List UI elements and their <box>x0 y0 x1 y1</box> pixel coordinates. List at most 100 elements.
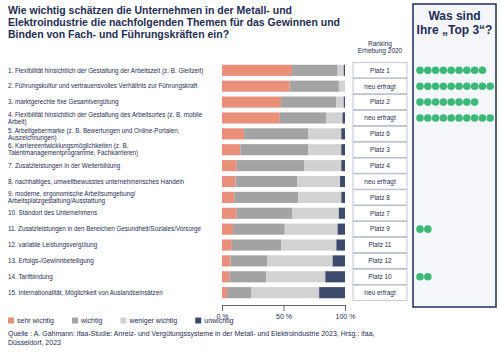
ranking-label: Platz 9 <box>370 225 390 232</box>
ranking-cell <box>353 253 407 268</box>
ranking-cell <box>353 222 407 237</box>
vote-dot <box>440 67 448 75</box>
top3-dots <box>416 67 494 281</box>
ranking-label: Platz 7 <box>370 210 390 217</box>
top3-box <box>413 4 496 307</box>
text-line: Elektroindustrie die nachfolgenden Theme… <box>8 16 340 28</box>
bar-segment <box>237 160 305 171</box>
text-line: 1. Flexibilität hinsichtlich der Gestalt… <box>8 67 203 75</box>
ranking-label: Platz 12 <box>368 257 392 264</box>
bar-segment <box>319 287 345 298</box>
vote-dot <box>463 114 471 122</box>
vote-dot <box>471 82 479 90</box>
category-label: 10. Standort des Unternehmens <box>8 209 97 216</box>
category-label: 6. Karriereentwicklungsmöglichkeiten (z.… <box>8 142 138 157</box>
category-label: 14. Tarifbindung <box>8 273 53 281</box>
vote-dot <box>424 114 432 122</box>
bar-segment <box>232 239 281 250</box>
category-label: 8. nachhaltiges, umweltbewusstes unterne… <box>8 178 185 186</box>
text-line: Quelle : A. Gahmann: ifaa-Studie: Anreiz… <box>8 330 375 338</box>
text-line: Wie wichtig schätzen die Unternehmen in … <box>8 4 292 16</box>
ranking-label: Platz 2 <box>370 98 390 105</box>
top3-title: Was sindIhre „Top 3“? <box>417 9 493 37</box>
bar-segment <box>304 160 341 171</box>
vote-dot <box>479 114 487 122</box>
x-tick-mark <box>222 305 223 311</box>
bar-segment <box>237 208 292 219</box>
bar-segment <box>233 224 285 235</box>
bar-segment <box>341 128 345 139</box>
x-tick-mark <box>345 305 346 311</box>
bar-segment <box>341 192 345 203</box>
text-line: Arbeit) <box>8 118 27 126</box>
text-line: 2. Führungskultur und vertrauensvolles V… <box>8 82 198 90</box>
ranking-label: neu erfragt <box>364 178 396 186</box>
ranking-label: Platz 3 <box>370 146 390 153</box>
ranking-cell <box>353 285 407 300</box>
legend-swatch <box>8 318 14 324</box>
vote-dot <box>463 98 471 106</box>
bar-segment <box>268 255 333 266</box>
vote-dot <box>416 82 424 90</box>
bar-segment <box>236 176 298 187</box>
vote-dot <box>416 114 424 122</box>
bar-segment <box>336 239 345 250</box>
bar-segment <box>285 224 338 235</box>
vote-dot <box>471 114 479 122</box>
legend-label: weniger wichtig <box>128 317 177 325</box>
text-line: 10. Standort des Unternehmens <box>8 209 97 216</box>
ranking-cell <box>353 206 407 221</box>
vote-dot <box>455 67 463 75</box>
bar-segment <box>222 144 240 155</box>
text-line: Düsseldorf, 2023 <box>8 339 61 346</box>
legend-label: sehr wichtig <box>17 317 54 325</box>
vote-dot <box>416 67 424 75</box>
category-label: 1. Flexibilität hinsichtlich der Gestalt… <box>8 67 203 75</box>
bar-segment <box>339 81 345 92</box>
bar-segment <box>222 81 290 92</box>
category-label: 3. marktgerechte fixe Gesamtvergütung <box>8 98 119 106</box>
bar-segment <box>290 81 339 92</box>
text-line: Arbeitsplatzgestaltung/Ausstattung <box>8 197 105 205</box>
bar-segment <box>308 144 341 155</box>
bar-segment <box>222 192 234 203</box>
bar-segment <box>222 160 237 171</box>
bar-segment <box>325 271 345 282</box>
text-line: 12. variable Leistungsvergütung <box>8 241 98 249</box>
bar-segment <box>344 65 345 76</box>
legend-swatch <box>72 318 78 324</box>
bar-segment <box>344 97 345 108</box>
ranking-label: neu erfragt <box>364 289 396 297</box>
text-line: Erhebung 2020 <box>358 47 403 55</box>
ranking-cell <box>353 63 407 78</box>
vote-dot <box>479 67 487 75</box>
vote-dot <box>471 67 479 75</box>
ranking-label: Platz 1 <box>370 67 390 74</box>
bar-segment <box>341 160 345 171</box>
vote-dot <box>416 98 424 106</box>
vote-dot <box>447 67 455 75</box>
bar-segment <box>343 112 345 123</box>
bar-segment <box>222 287 227 298</box>
legend-label: wichtig <box>80 317 103 325</box>
category-label: 12. variable Leistungsvergütung <box>8 241 98 249</box>
text-line: 15. Internationalität, Möglichkeit von A… <box>8 289 163 297</box>
x-axis: 0 %50 %100 % <box>216 305 355 320</box>
vote-dot <box>416 273 424 281</box>
ranking-cell <box>353 158 407 173</box>
category-label: 11. Zusatzleistungen in den Bereichen Ge… <box>8 225 202 233</box>
vote-dot <box>416 225 424 233</box>
ranking-cell <box>353 79 407 94</box>
bar-segment <box>341 144 345 155</box>
bar-segment <box>281 239 336 250</box>
bar-segment <box>222 65 292 76</box>
text-line: 14. Tarifbindung <box>8 273 53 281</box>
category-label: 5. Arbeitgebermarke (z. B. Bewertungen u… <box>8 127 180 142</box>
legend-label: unwichtig <box>204 317 233 325</box>
ranking-label: neu erfragt <box>364 114 396 122</box>
vote-dot <box>440 114 448 122</box>
category-label: 15. Internationalität, Möglichkeit von A… <box>8 289 163 297</box>
bar-segment <box>333 255 345 266</box>
ranking-label: Platz 4 <box>370 162 390 169</box>
category-label: 7. Zusatzleistungen in der Weiterbildung <box>8 162 121 170</box>
